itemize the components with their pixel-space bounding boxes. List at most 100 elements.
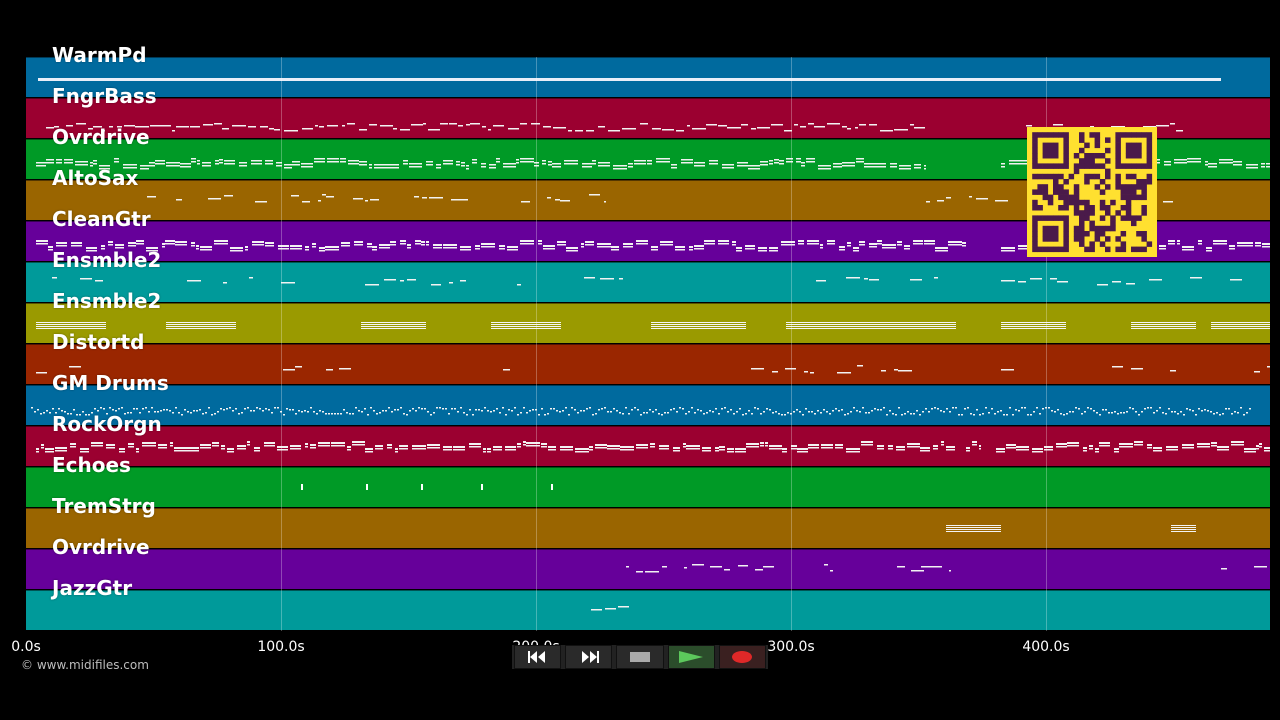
note-mark — [859, 124, 866, 126]
note-mark — [470, 123, 480, 125]
note-mark — [301, 411, 303, 413]
note-mark — [662, 129, 674, 131]
note-mark — [994, 413, 996, 415]
note-mark — [469, 446, 481, 448]
note-mark — [191, 245, 195, 247]
play-button[interactable] — [667, 645, 715, 669]
note-mark — [1018, 410, 1020, 412]
note-mark — [895, 414, 897, 416]
time-gridline — [1046, 57, 1047, 631]
note-mark — [901, 414, 903, 416]
note-mark — [394, 409, 396, 411]
note-mark — [254, 447, 260, 449]
track-name: JazzGtr — [52, 576, 133, 600]
note-mark — [188, 447, 199, 449]
note-mark — [1018, 245, 1031, 247]
note-mark — [1261, 166, 1265, 168]
note-mark — [1168, 408, 1170, 410]
note-mark — [1222, 413, 1224, 415]
note-mark — [375, 445, 383, 447]
stop-button[interactable] — [616, 645, 664, 669]
note-mark — [264, 445, 275, 447]
note-mark — [835, 444, 843, 446]
note-mark — [379, 247, 390, 249]
note-mark — [36, 162, 46, 164]
track-row[interactable] — [26, 426, 1270, 466]
note-mark — [403, 163, 408, 165]
track-row[interactable] — [26, 262, 1270, 302]
note-mark — [176, 126, 189, 128]
note-mark — [864, 278, 868, 280]
note-lane — [36, 322, 1270, 329]
note-mark — [247, 441, 250, 443]
fast-forward-button[interactable] — [565, 645, 613, 669]
rewind-icon — [527, 651, 545, 663]
note-mark — [523, 444, 526, 446]
note-mark — [1262, 243, 1270, 245]
note-mark — [881, 370, 886, 372]
track-row[interactable] — [26, 590, 1270, 630]
track-row[interactable] — [26, 303, 1270, 343]
note-mark — [364, 408, 366, 410]
note-mark — [70, 413, 72, 415]
note-mark — [1166, 449, 1178, 451]
note-mark — [395, 448, 398, 450]
note-mark — [656, 161, 670, 163]
note-mark — [466, 124, 470, 126]
note-mark — [348, 160, 359, 162]
note-mark — [166, 165, 180, 167]
note-mark — [1036, 407, 1038, 409]
note-mark — [70, 443, 76, 445]
note-mark — [235, 408, 237, 410]
note-mark — [943, 411, 945, 413]
note-mark — [869, 124, 877, 126]
rewind-button[interactable] — [514, 645, 562, 669]
note-mark — [1201, 410, 1203, 412]
copyright-text: © www.midifiles.com — [21, 658, 149, 672]
note-mark — [608, 130, 620, 132]
track-row[interactable] — [26, 467, 1270, 507]
note-mark — [538, 243, 542, 245]
note-mark — [710, 566, 722, 568]
note-mark — [979, 414, 981, 416]
note-mark — [913, 243, 923, 245]
note-mark — [1009, 163, 1023, 165]
note-mark — [224, 160, 228, 162]
note-mark — [409, 163, 422, 165]
track-row[interactable] — [26, 57, 1270, 97]
note-mark — [782, 448, 787, 450]
track-row[interactable] — [26, 508, 1270, 548]
note-mark — [1147, 447, 1152, 449]
note-mark — [1207, 410, 1209, 412]
note-mark — [1024, 407, 1026, 409]
note-mark — [877, 448, 884, 450]
note-mark — [1119, 443, 1133, 445]
track-row[interactable] — [26, 344, 1270, 384]
track-row[interactable] — [26, 385, 1270, 425]
note-mark — [919, 414, 921, 416]
note-mark — [412, 445, 426, 447]
note-mark — [1219, 414, 1221, 416]
note-mark — [523, 441, 526, 443]
note-mark — [1198, 408, 1200, 410]
note-mark — [274, 407, 276, 409]
record-button[interactable] — [718, 645, 767, 669]
note-mark — [1149, 279, 1162, 281]
note-mark — [277, 446, 288, 448]
note-mark — [598, 165, 610, 167]
note-mark — [888, 448, 893, 450]
note-mark — [626, 566, 629, 568]
note-mark — [611, 246, 619, 248]
note-mark — [454, 408, 456, 410]
note-mark — [406, 414, 408, 416]
note-mark — [1138, 414, 1140, 416]
track-row[interactable] — [26, 549, 1270, 589]
note-mark — [659, 445, 669, 447]
note-mark — [782, 451, 787, 453]
note-mark — [1211, 442, 1217, 444]
note-mark — [864, 163, 874, 165]
note-mark — [1233, 161, 1242, 163]
note-mark — [1246, 412, 1248, 414]
note-mark — [175, 407, 177, 409]
note-lane — [38, 78, 1221, 81]
